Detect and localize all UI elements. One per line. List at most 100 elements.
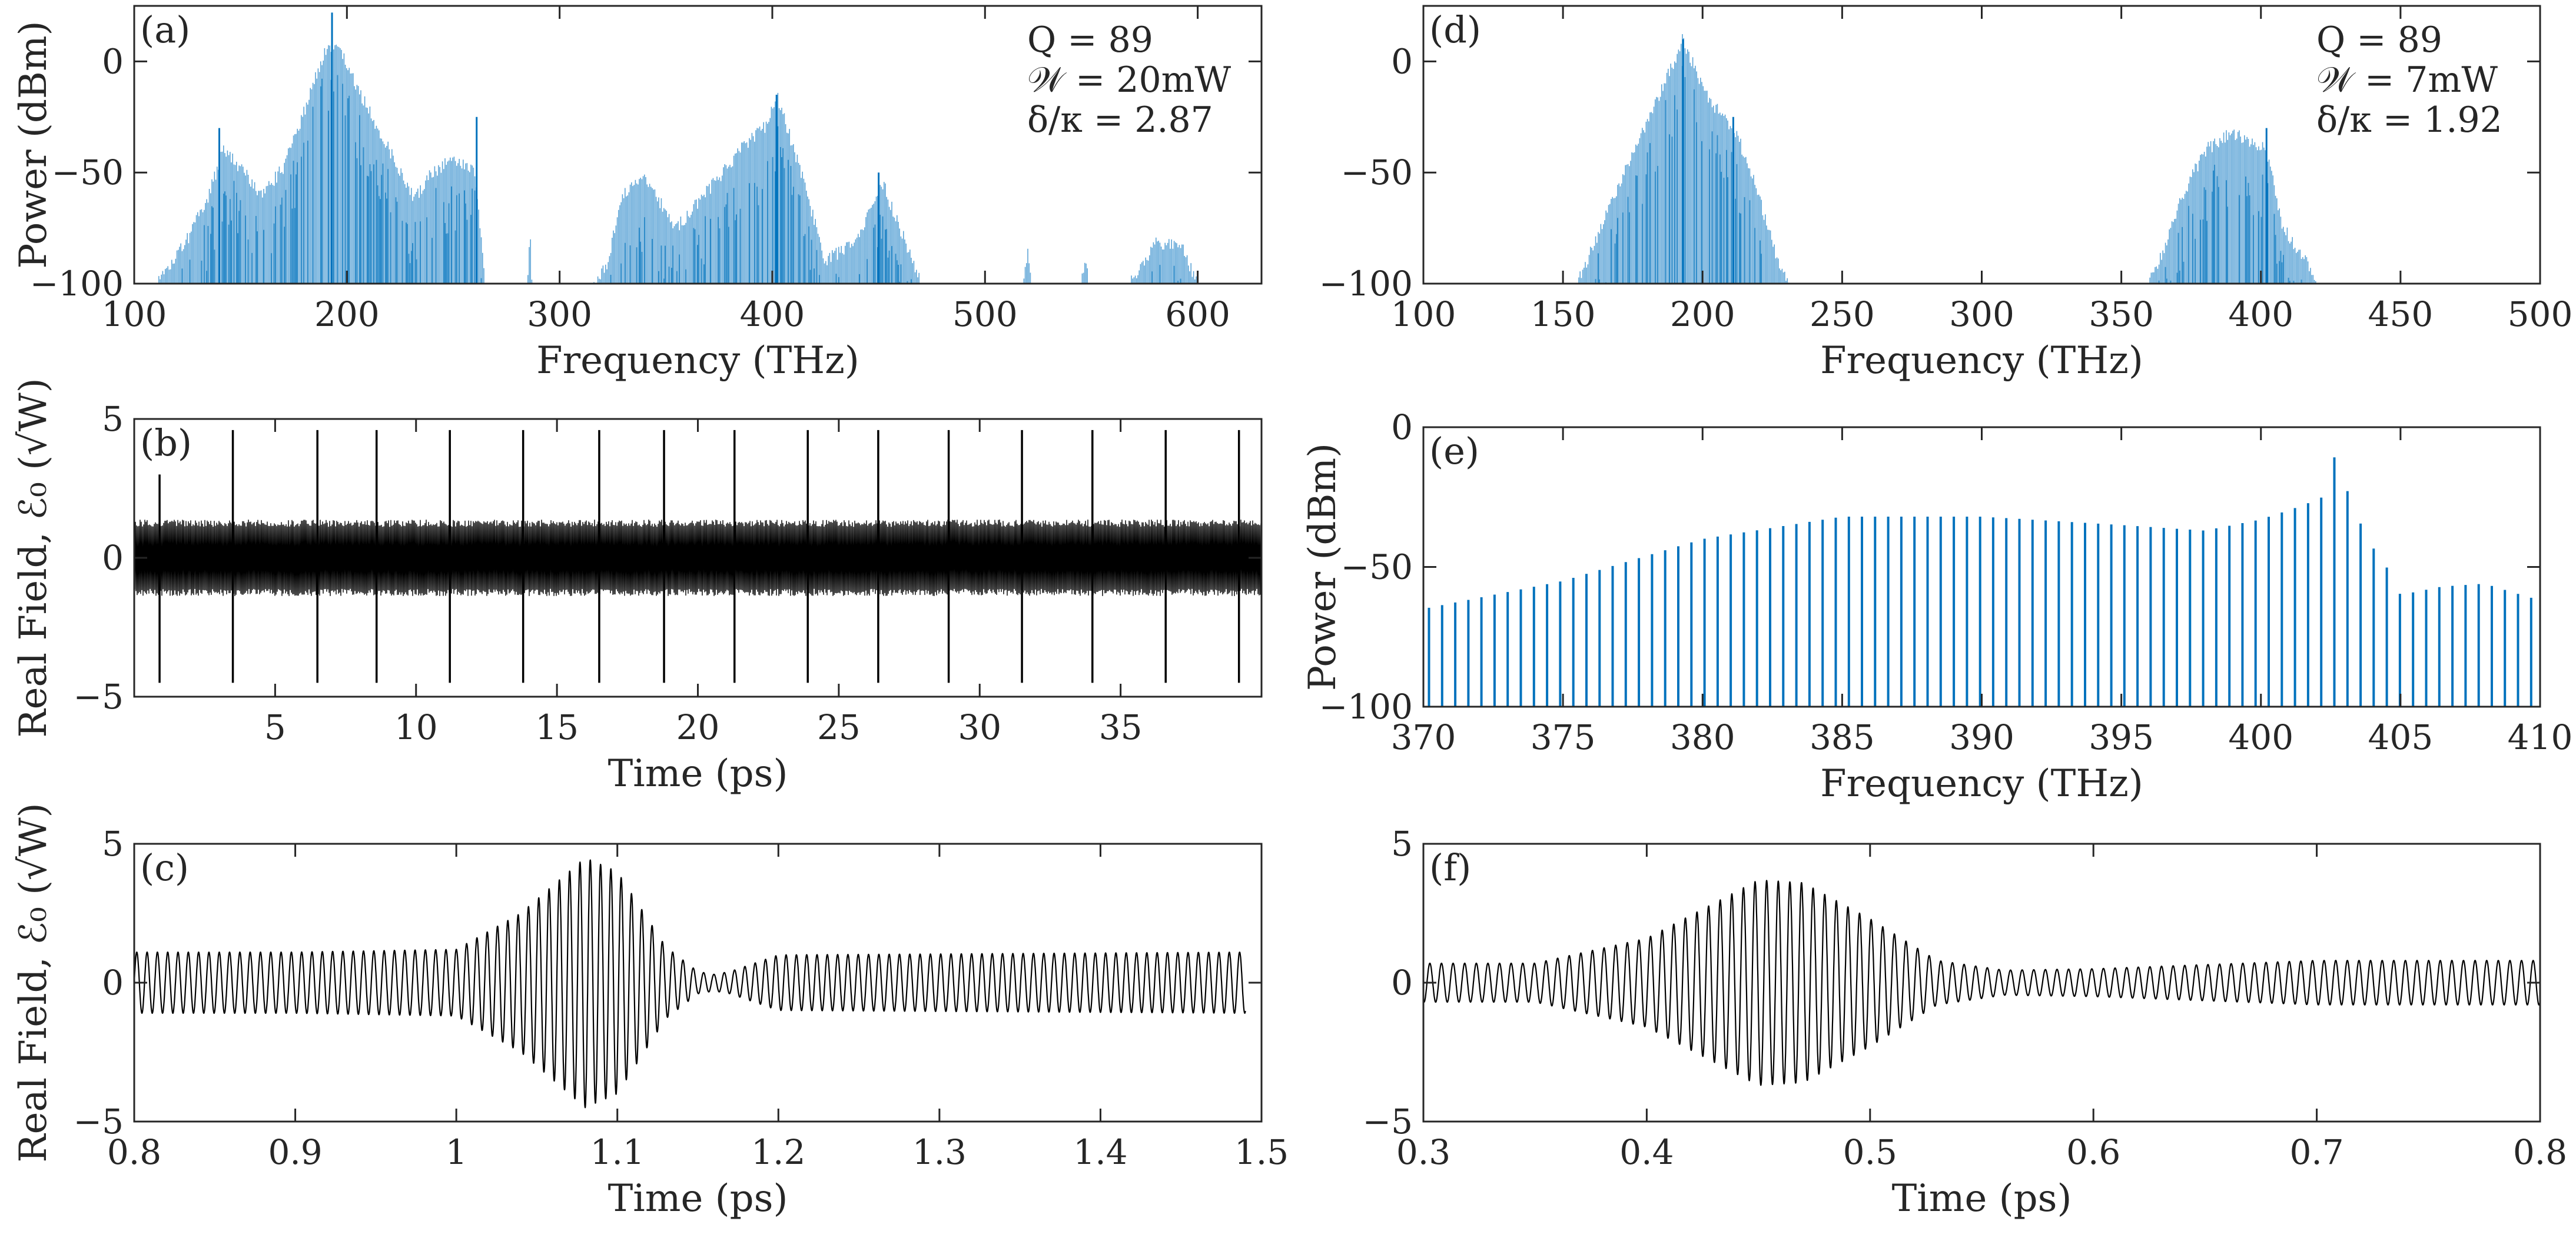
x-tick-label: 375 xyxy=(1531,717,1596,757)
x-axis-label: Time (ps) xyxy=(608,1177,788,1220)
plot-area-e xyxy=(1428,457,2532,707)
y-tick-label: 5 xyxy=(102,824,124,864)
x-tick-label: 200 xyxy=(314,294,380,334)
x-tick-label: 150 xyxy=(1531,294,1596,334)
y-tick-label: −50 xyxy=(1341,152,1413,192)
panel-d: 100 150 200 250 300 350 400 450 500 −100 −50 0 Frequ… xyxy=(1319,5,2572,382)
axes-box-f xyxy=(1422,843,2541,1123)
x-tick-label: 0.8 xyxy=(2513,1132,2567,1172)
x-tick-label: 1.3 xyxy=(912,1132,967,1172)
y-axis-label: Real Field, ℰ₀ (√W) xyxy=(12,803,55,1162)
spectrum-comb-dark xyxy=(1577,66,2316,284)
x-axis-label: Frequency (THz) xyxy=(1820,339,2143,382)
x-tick-label: 1.4 xyxy=(1073,1132,1127,1172)
x-tick-label: 395 xyxy=(2089,717,2154,757)
annotation-line-2: δ/κ = 2.87 xyxy=(1027,99,1213,141)
panel-a: 100 200 300 400 500 600 −100 −50 0 Frequency (THz… xyxy=(12,5,1263,382)
x-tick-label: 1 xyxy=(446,1132,467,1172)
x-tick-label: 25 xyxy=(817,707,861,747)
plot-area-a xyxy=(157,12,1197,284)
x-tick-label: 1.2 xyxy=(751,1132,805,1172)
y-tick-label: 5 xyxy=(1391,824,1413,864)
field-carrier xyxy=(134,519,1262,597)
x-tick-label: 350 xyxy=(2089,294,2154,334)
x-tick-label: 300 xyxy=(1949,294,2014,334)
x-tick-label: 400 xyxy=(2228,717,2293,757)
panel-tag-c: (c) xyxy=(140,846,189,889)
y-tick-label: −5 xyxy=(74,1102,124,1142)
y-tick-label: 0 xyxy=(102,963,124,1003)
x-tick-label: 410 xyxy=(2508,717,2573,757)
x-tick-label: 385 xyxy=(1810,717,1875,757)
panel-e: 370 375 380 385 390 395 400 405 410 −100 −50 0 Frequ… xyxy=(1301,407,2572,806)
x-tick-label: 0.8 xyxy=(107,1132,161,1172)
annotation-line-1: 𝒲 = 20mW xyxy=(1027,59,1231,101)
x-tick-label: 0.6 xyxy=(2066,1132,2120,1172)
annotation-line-1: 𝒲 = 7mW xyxy=(2316,59,2498,101)
y-tick-label: 5 xyxy=(102,399,124,439)
x-axis-label: Frequency (THz) xyxy=(536,339,859,382)
spectrum-comb-dark xyxy=(158,75,1197,284)
x-axis-label: Frequency (THz) xyxy=(1820,762,2143,806)
x-tick-label: 0.3 xyxy=(1396,1132,1450,1172)
x-tick-label: 400 xyxy=(2228,294,2293,334)
spectrum-comb-light xyxy=(1577,34,2316,284)
x-tick-label: 10 xyxy=(394,707,438,747)
x-tick-label: 380 xyxy=(1670,717,1735,757)
y-tick-label: 0 xyxy=(102,41,124,81)
field-trace-c xyxy=(134,859,1246,1109)
x-tick-label: 100 xyxy=(1391,294,1456,334)
x-tick-label: 450 xyxy=(2368,294,2434,334)
y-tick-label: −5 xyxy=(74,677,124,717)
annotation-line-2: δ/κ = 1.92 xyxy=(2316,99,2502,141)
panel-f: 0.3 0.4 0.5 0.6 0.7 0.8 −5 0 5 Time (ps) (f) xyxy=(1363,824,2568,1220)
panel-tag-f: (f) xyxy=(1429,846,1471,889)
y-tick-label: 0 xyxy=(102,538,124,578)
plot-area-d xyxy=(1577,34,2316,284)
x-axis-label: Time (ps) xyxy=(1892,1177,2072,1220)
x-tick-label: 20 xyxy=(676,707,720,747)
y-tick-label: −50 xyxy=(1341,547,1413,587)
y-tick-label: −100 xyxy=(1319,687,1413,727)
panel-tag-b: (b) xyxy=(140,421,192,464)
x-tick-label: 15 xyxy=(535,707,579,747)
x-tick-label: 370 xyxy=(1391,717,1456,757)
plot-area-c xyxy=(134,859,1246,1109)
x-tick-label: 390 xyxy=(1949,717,2014,757)
y-tick-label: −5 xyxy=(1363,1102,1413,1142)
plot-area-f xyxy=(1423,880,2540,1086)
y-tick-label: −100 xyxy=(30,264,124,304)
y-tick-label: −100 xyxy=(1319,264,1413,304)
panel-tag-a: (a) xyxy=(140,8,190,51)
annotation-line-0: Q = 89 xyxy=(2316,19,2442,61)
x-tick-label: 1.1 xyxy=(590,1132,645,1172)
x-tick-label: 35 xyxy=(1099,707,1143,747)
axes-box-a xyxy=(133,5,1263,285)
x-tick-label: 30 xyxy=(958,707,1001,747)
x-tick-label: 405 xyxy=(2368,717,2434,757)
field-trace-f xyxy=(1423,880,2540,1086)
panel-tag-d: (d) xyxy=(1429,8,1481,51)
x-tick-label: 200 xyxy=(1670,294,1735,334)
x-tick-label: 600 xyxy=(1165,294,1230,334)
y-axis-label: Real Field, ℰ₀ (√W) xyxy=(12,378,55,737)
x-tick-label: 300 xyxy=(527,294,592,334)
x-tick-label: 5 xyxy=(264,707,286,747)
plot-area-b xyxy=(134,430,1262,683)
annotation-line-0: Q = 89 xyxy=(1027,19,1153,61)
x-tick-label: 250 xyxy=(1810,294,1875,334)
x-tick-label: 0.9 xyxy=(268,1132,322,1172)
panel-b: 5 10 15 20 25 30 35 −5 0 5 Time (ps) Real Field, ℰ₀… xyxy=(12,378,1263,796)
y-axis-label: Power (dBm) xyxy=(12,21,55,268)
x-tick-label: 100 xyxy=(102,294,167,334)
panel-c: 0.8 0.9 1 1.1 1.2 1.3 1.4 1.5 −5 0 5 Time (ps) Real … xyxy=(12,803,1289,1220)
y-axis-label: Power (dBm) xyxy=(1301,443,1345,691)
y-tick-label: 0 xyxy=(1391,41,1413,81)
panel-tag-e: (e) xyxy=(1429,430,1479,473)
x-tick-label: 400 xyxy=(740,294,805,334)
y-tick-label: −50 xyxy=(52,152,124,192)
x-tick-label: 500 xyxy=(952,294,1018,334)
x-tick-label: 0.5 xyxy=(1843,1132,1897,1172)
y-tick-label: 0 xyxy=(1391,963,1413,1003)
